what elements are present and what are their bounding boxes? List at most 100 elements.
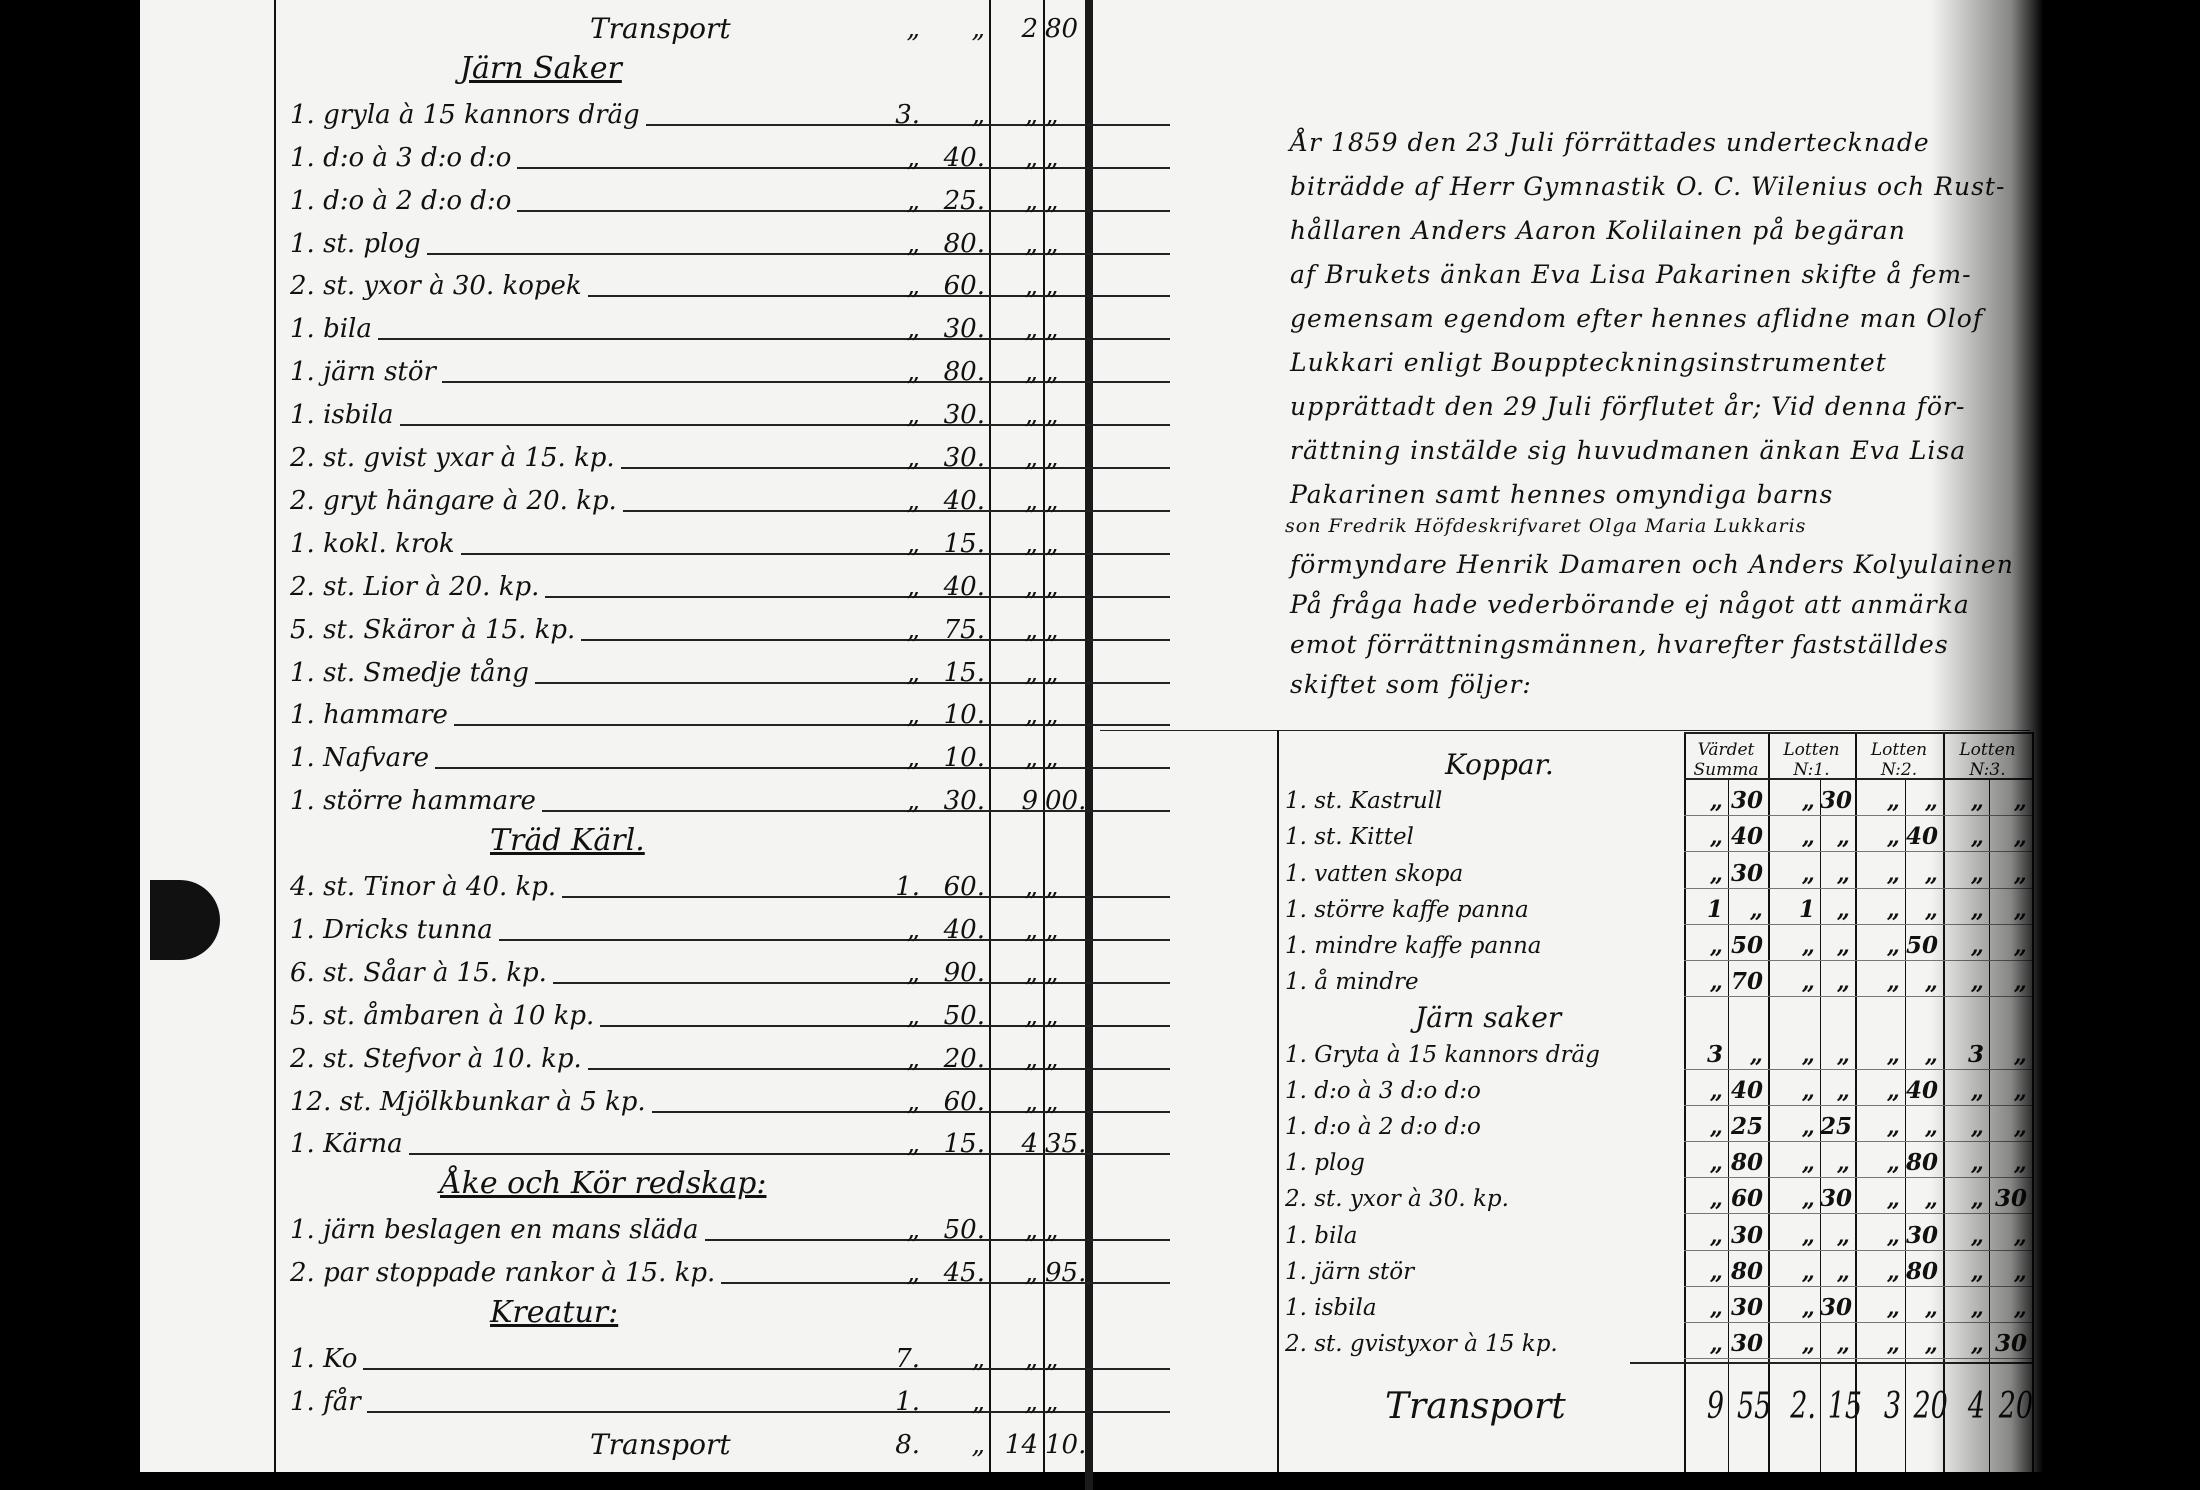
row-rule: [1684, 1104, 2032, 1106]
cell-value: „: [1801, 859, 1815, 887]
row-rule: [1684, 1068, 2032, 1070]
amount-kr: 3.: [895, 99, 920, 130]
item-description: 1. större kaffe panna: [1285, 896, 1529, 923]
leader-line: [300, 595, 1170, 598]
amount-kr2: „: [1024, 485, 1038, 516]
left-margin-line: [274, 0, 276, 1472]
leader-line: [300, 896, 1170, 898]
leader-line: [300, 1024, 1170, 1027]
cell-value: „: [1801, 1113, 1815, 1140]
row-rule: [1684, 815, 2032, 817]
table-row: 1. d:o à 3 d:o d:o„40„„„40„„: [1285, 1073, 2045, 1109]
row-rule: [1684, 851, 2032, 853]
table-row: 1. d:o à 2 d:o d:o„25„25„„„„: [1285, 1109, 2045, 1145]
leader-line: [300, 938, 1170, 941]
amount-kr: „: [906, 443, 920, 473]
cell-value: „: [1836, 968, 1850, 996]
cell-value: 70: [1730, 968, 1763, 996]
column-header: Lotten N:1.: [1783, 740, 1840, 780]
table-column-rule: [1728, 778, 1729, 1472]
cell-value: „: [1709, 1294, 1723, 1321]
cell-value: 25: [1730, 1113, 1763, 1140]
paragraph-line: På fråga hade vederbörande ej något att …: [1290, 590, 1970, 619]
section-heading: Järn Saker: [460, 50, 622, 86]
column-header: Värdet Summa: [1693, 740, 1759, 780]
amount-kr2: „: [1024, 1086, 1038, 1117]
amount-ore: 10.: [943, 700, 985, 731]
amount-ore2: „: [1045, 528, 1059, 559]
row-rule: [1684, 923, 2032, 925]
cell-value: „: [1886, 1076, 1900, 1104]
item-description: 1. kokl. krok: [290, 522, 461, 565]
amount-kr: „: [906, 1086, 920, 1117]
section-heading: Koppar.: [1445, 748, 1554, 781]
leader-line: [300, 209, 1170, 212]
amount-kr: 1.: [895, 1386, 920, 1417]
cell-value: „: [1836, 1330, 1850, 1358]
item-description: 5. st. åmbaren à 10 kp.: [290, 994, 601, 1037]
cell-value: 1: [1798, 895, 1815, 923]
cell-value: „: [1801, 932, 1815, 959]
amount-ore: 30.: [943, 400, 985, 431]
cell-value: „: [1886, 1330, 1900, 1358]
cell-value: „: [1836, 1076, 1850, 1104]
cell-value: „: [1836, 1149, 1850, 1177]
amount-kr: „: [906, 1258, 920, 1289]
cell-value: „: [1709, 1149, 1723, 1177]
amount-ore2: 95.: [1045, 1258, 1087, 1289]
item-description: 1. hammare: [290, 694, 454, 737]
cell-value: „: [1886, 1040, 1900, 1068]
list-item: 1. Kärna „ 15. 4 35.: [290, 1123, 1170, 1166]
list-item: 1. järn stör „ 80. „ „: [290, 351, 1170, 394]
leader-line: [300, 166, 1170, 169]
item-description: 1. å mindre: [1285, 969, 1419, 996]
cell-value: „: [1836, 1040, 1850, 1068]
list-item: 2. st. yxor à 30. kopek „ 60. „ „: [290, 265, 1170, 308]
amount-ore: „: [971, 1386, 985, 1417]
item-description: 1. bila: [1285, 1222, 1358, 1249]
item-description: 1. d:o à 3 d:o d:o: [290, 136, 518, 179]
leader-line: [300, 552, 1170, 555]
amount-ore: „: [971, 1343, 985, 1374]
item-description: 2. par stoppade rankor à 15. kp.: [290, 1252, 722, 1295]
list-item: 1. Dricks tunna „ 40. „ „: [290, 908, 1170, 951]
list-item: 2. st. gvist yxar à 15. kp. „ 30. „ „: [290, 437, 1170, 479]
cell-value: „: [1709, 932, 1723, 959]
amount-kr: „: [906, 957, 920, 988]
amount-ore: 40.: [943, 571, 985, 602]
paragraph-line: son Fredrik Höfdeskrifvaret Olga Maria L…: [1285, 515, 1807, 537]
item-description: 1. st. Smedje tång: [290, 651, 535, 694]
column-rule: [1043, 0, 1045, 1472]
amount-ore: 80.: [943, 228, 985, 259]
item-description: 1. st. Kittel: [1285, 824, 1414, 851]
row-rule: [1684, 960, 2032, 961]
amount-ore2: „: [1045, 657, 1059, 688]
table-column-rule: [1905, 778, 1906, 1472]
leader-line: [300, 1153, 1170, 1156]
cell-value: „: [1886, 1221, 1900, 1249]
cell-value: „: [1709, 1330, 1723, 1358]
cell-value: „: [1801, 968, 1815, 996]
leader-line: [300, 1067, 1170, 1070]
table-column-rule: [1820, 778, 1821, 1472]
cell-value: „: [1886, 932, 1900, 959]
amount-kr: „: [906, 700, 920, 731]
cell-value: „: [1801, 1294, 1815, 1321]
cell-value: 3: [1706, 1040, 1723, 1068]
table-left-rule: [1277, 730, 1279, 1472]
amount-ore: „: [971, 99, 985, 130]
amount-ore2: „: [1045, 1215, 1059, 1246]
amount-kr: „: [906, 228, 920, 259]
cell-value: „: [1801, 1040, 1815, 1068]
amount-kr2: „: [1024, 142, 1038, 173]
leader-line: [300, 381, 1170, 384]
item-description: 2. st. gvist yxar à 15. kp.: [290, 437, 621, 479]
item-description: 1. isbila: [1285, 1295, 1377, 1321]
leader-line: [300, 724, 1170, 727]
item-description: 1. Dricks tunna: [290, 908, 499, 951]
amount-ore2: „: [1045, 314, 1059, 345]
paragraph-line: Lukkari enligt Bouppteckningsinstrumente…: [1290, 348, 1887, 377]
item-description: 1. större hammare: [290, 780, 542, 823]
amount-ore: 15.: [943, 1129, 985, 1160]
cell-value: „: [1709, 1185, 1723, 1213]
